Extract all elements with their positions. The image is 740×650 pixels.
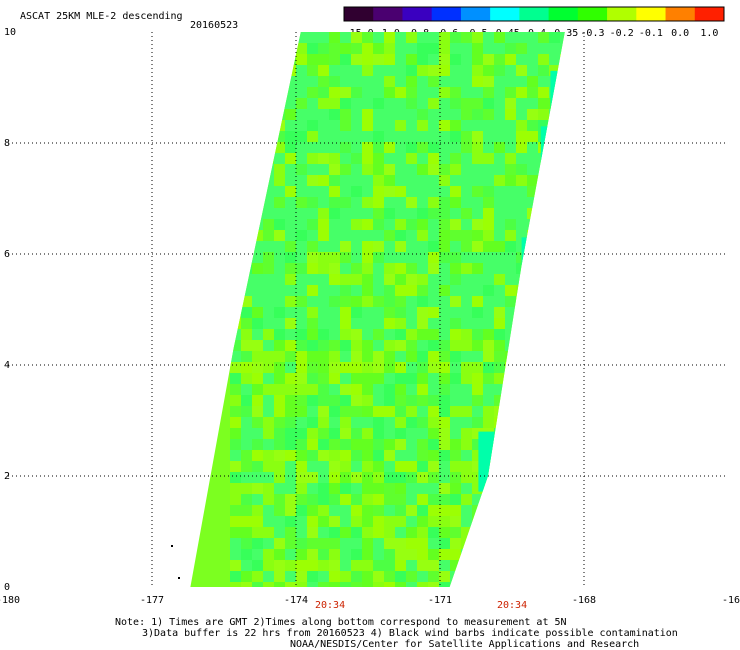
- colorbar-tick-label: 1.0: [700, 28, 718, 39]
- swath-map: -180 -177 -174 -171 -168 -16 10 8 6 4 2 0: [0, 27, 740, 606]
- colorbar-segment: [636, 7, 667, 21]
- x-tick-label: -171: [428, 595, 452, 606]
- colorbar-tick-label: -0.3: [580, 28, 604, 39]
- edge-cell: [550, 70, 565, 111]
- colorbar-segment: [460, 7, 491, 21]
- grid-lines: [8, 32, 728, 587]
- edge-cell: [565, 121, 573, 151]
- y-tick-label: 0: [4, 582, 10, 593]
- wind-barb-mark: [171, 545, 173, 547]
- edge-cell: [545, 254, 552, 260]
- note-line-2: 3)Data buffer is 22 hrs from 20160523 4)…: [142, 628, 678, 639]
- edge-cell: [521, 237, 540, 268]
- edge-cell: [502, 476, 509, 484]
- x-tick-label: -168: [572, 595, 596, 606]
- time-label-right: 20:34: [497, 600, 528, 611]
- edge-cell: [560, 87, 565, 118]
- y-tick-label: 10: [4, 27, 16, 38]
- colorbar-tick-label: 0.0: [671, 28, 689, 39]
- colorbar-segment: [373, 7, 403, 21]
- x-tick-label: -180: [0, 595, 20, 606]
- x-tick-label: -16: [722, 595, 740, 606]
- colorbar-segment: [344, 7, 374, 21]
- edge-cell: [526, 276, 533, 291]
- colorbar-segment: [607, 7, 637, 21]
- colorbar-segment: [519, 7, 550, 21]
- colorbar-segment: [577, 7, 608, 21]
- swath-cells: [230, 32, 576, 587]
- edge-cell: [540, 126, 559, 197]
- time-label-left: 20:34: [315, 600, 346, 611]
- x-tick-label: -174: [284, 595, 308, 606]
- map-title: ASCAT 25KM MLE-2 descending: [20, 11, 183, 22]
- wind-barb-mark: [178, 577, 180, 579]
- colorbar-tick-label: -0.2: [610, 28, 634, 39]
- colorbar-segment: [665, 7, 696, 21]
- colorbar-segment: [694, 7, 725, 21]
- note-line-1: Note: 1) Times are GMT 2)Times along bot…: [115, 617, 567, 628]
- note-line-3: NOAA/NESDIS/Center for Satellite Applica…: [290, 639, 640, 650]
- y-tick-label: 4: [4, 360, 10, 371]
- colorbar-tick-label: -0.1: [639, 28, 663, 39]
- y-tick-label: 2: [4, 471, 10, 482]
- edge-cell: [570, 110, 576, 116]
- map-date: 20160523: [190, 20, 239, 31]
- y-tick-label: 6: [4, 249, 10, 260]
- colorbar-segment: [548, 7, 579, 21]
- edge-cell: [478, 431, 495, 492]
- colorbar-segment: [402, 7, 433, 21]
- edge-cell: [497, 464, 506, 479]
- colorbar-segment: [490, 7, 520, 21]
- x-tick-label: -177: [140, 595, 164, 606]
- colorbar-segment: [431, 7, 462, 21]
- y-tick-label: 8: [4, 138, 10, 149]
- edge-cell: [540, 254, 551, 274]
